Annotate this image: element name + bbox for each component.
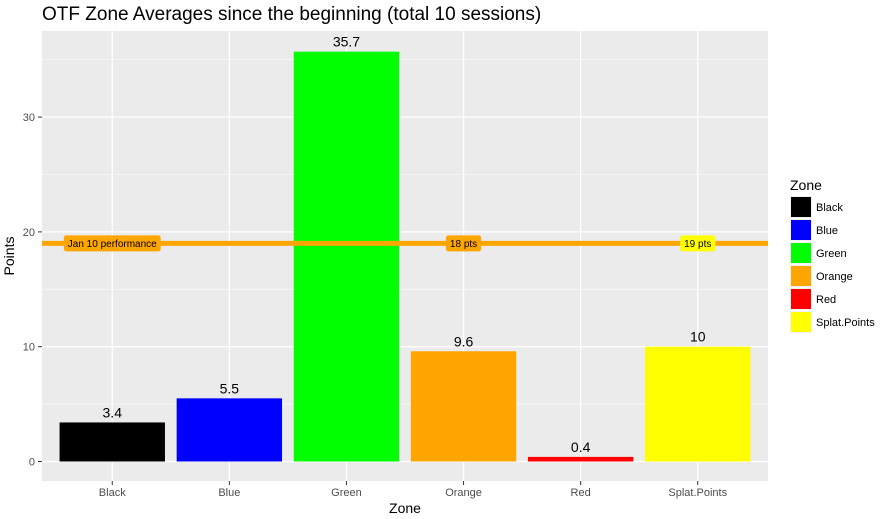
annotation-text: 19 pts bbox=[684, 239, 711, 250]
x-tick-label: Orange bbox=[445, 487, 482, 499]
x-axis-title: Zone bbox=[389, 500, 421, 516]
y-tick-label: 30 bbox=[23, 112, 35, 124]
bar-value-label: 9.6 bbox=[454, 333, 474, 349]
y-tick-label: 20 bbox=[23, 227, 35, 239]
legend: Zone Black Blue Green Orange Red Splat.Points bbox=[790, 177, 875, 333]
legend-label: Black bbox=[816, 202, 843, 214]
bar-value-label: 35.7 bbox=[333, 34, 360, 50]
legend-label: Splat.Points bbox=[816, 317, 875, 329]
annotation-text: 18 pts bbox=[450, 239, 477, 250]
annotation-box bbox=[63, 235, 161, 252]
legend-label: Blue bbox=[816, 225, 838, 237]
annotation-box bbox=[445, 235, 482, 252]
bars bbox=[59, 51, 751, 462]
annotation-text: Jan 10 performance bbox=[68, 239, 157, 250]
annotation-label: Jan 10 performance bbox=[63, 235, 161, 252]
annotation-label: 19 pts bbox=[680, 235, 716, 252]
legend-swatch bbox=[791, 243, 811, 263]
annotation-box bbox=[680, 235, 716, 252]
legend-label: Green bbox=[816, 248, 847, 260]
bar-splat-points bbox=[645, 346, 751, 462]
legend-swatch bbox=[791, 266, 811, 286]
legend-label: Red bbox=[816, 294, 836, 306]
bar-red bbox=[527, 456, 634, 462]
bar-green bbox=[293, 51, 400, 462]
y-tick-label: 0 bbox=[29, 456, 35, 468]
bar-value-label: 5.5 bbox=[220, 380, 240, 396]
y-axis-title: Points bbox=[1, 237, 17, 276]
legend-title: Zone bbox=[790, 177, 822, 193]
y-tick-label: 10 bbox=[23, 342, 35, 354]
bar-value-labels: 3.4 5.5 35.7 9.6 0.4 10 bbox=[103, 34, 706, 455]
bar-blue bbox=[176, 398, 283, 462]
x-tick-label: Blue bbox=[218, 487, 240, 499]
y-axis: 0 10 20 30 bbox=[23, 112, 42, 468]
chart-title: OTF Zone Averages since the beginning (t… bbox=[42, 4, 541, 25]
x-tick-label: Splat.Points bbox=[668, 487, 727, 499]
x-tick-label: Red bbox=[571, 487, 591, 499]
x-tick-label: Black bbox=[99, 487, 126, 499]
legend-swatch bbox=[791, 220, 811, 240]
annotation-label: 18 pts bbox=[445, 235, 482, 252]
legend-label: Orange bbox=[816, 271, 853, 283]
legend-swatch bbox=[791, 289, 811, 309]
bar-value-label: 3.4 bbox=[103, 404, 123, 420]
bar-orange bbox=[410, 351, 517, 462]
legend-swatch bbox=[791, 312, 811, 332]
bar-black bbox=[59, 422, 165, 462]
annotations: Jan 10 performance 18 pts 19 pts bbox=[63, 235, 716, 252]
x-tick-label: Green bbox=[331, 487, 362, 499]
x-axis: Black Blue Green Orange Red Splat.Points bbox=[99, 481, 728, 499]
bar-value-label: 0.4 bbox=[571, 439, 591, 455]
bar-value-label: 10 bbox=[690, 329, 706, 345]
legend-swatch bbox=[791, 197, 811, 217]
